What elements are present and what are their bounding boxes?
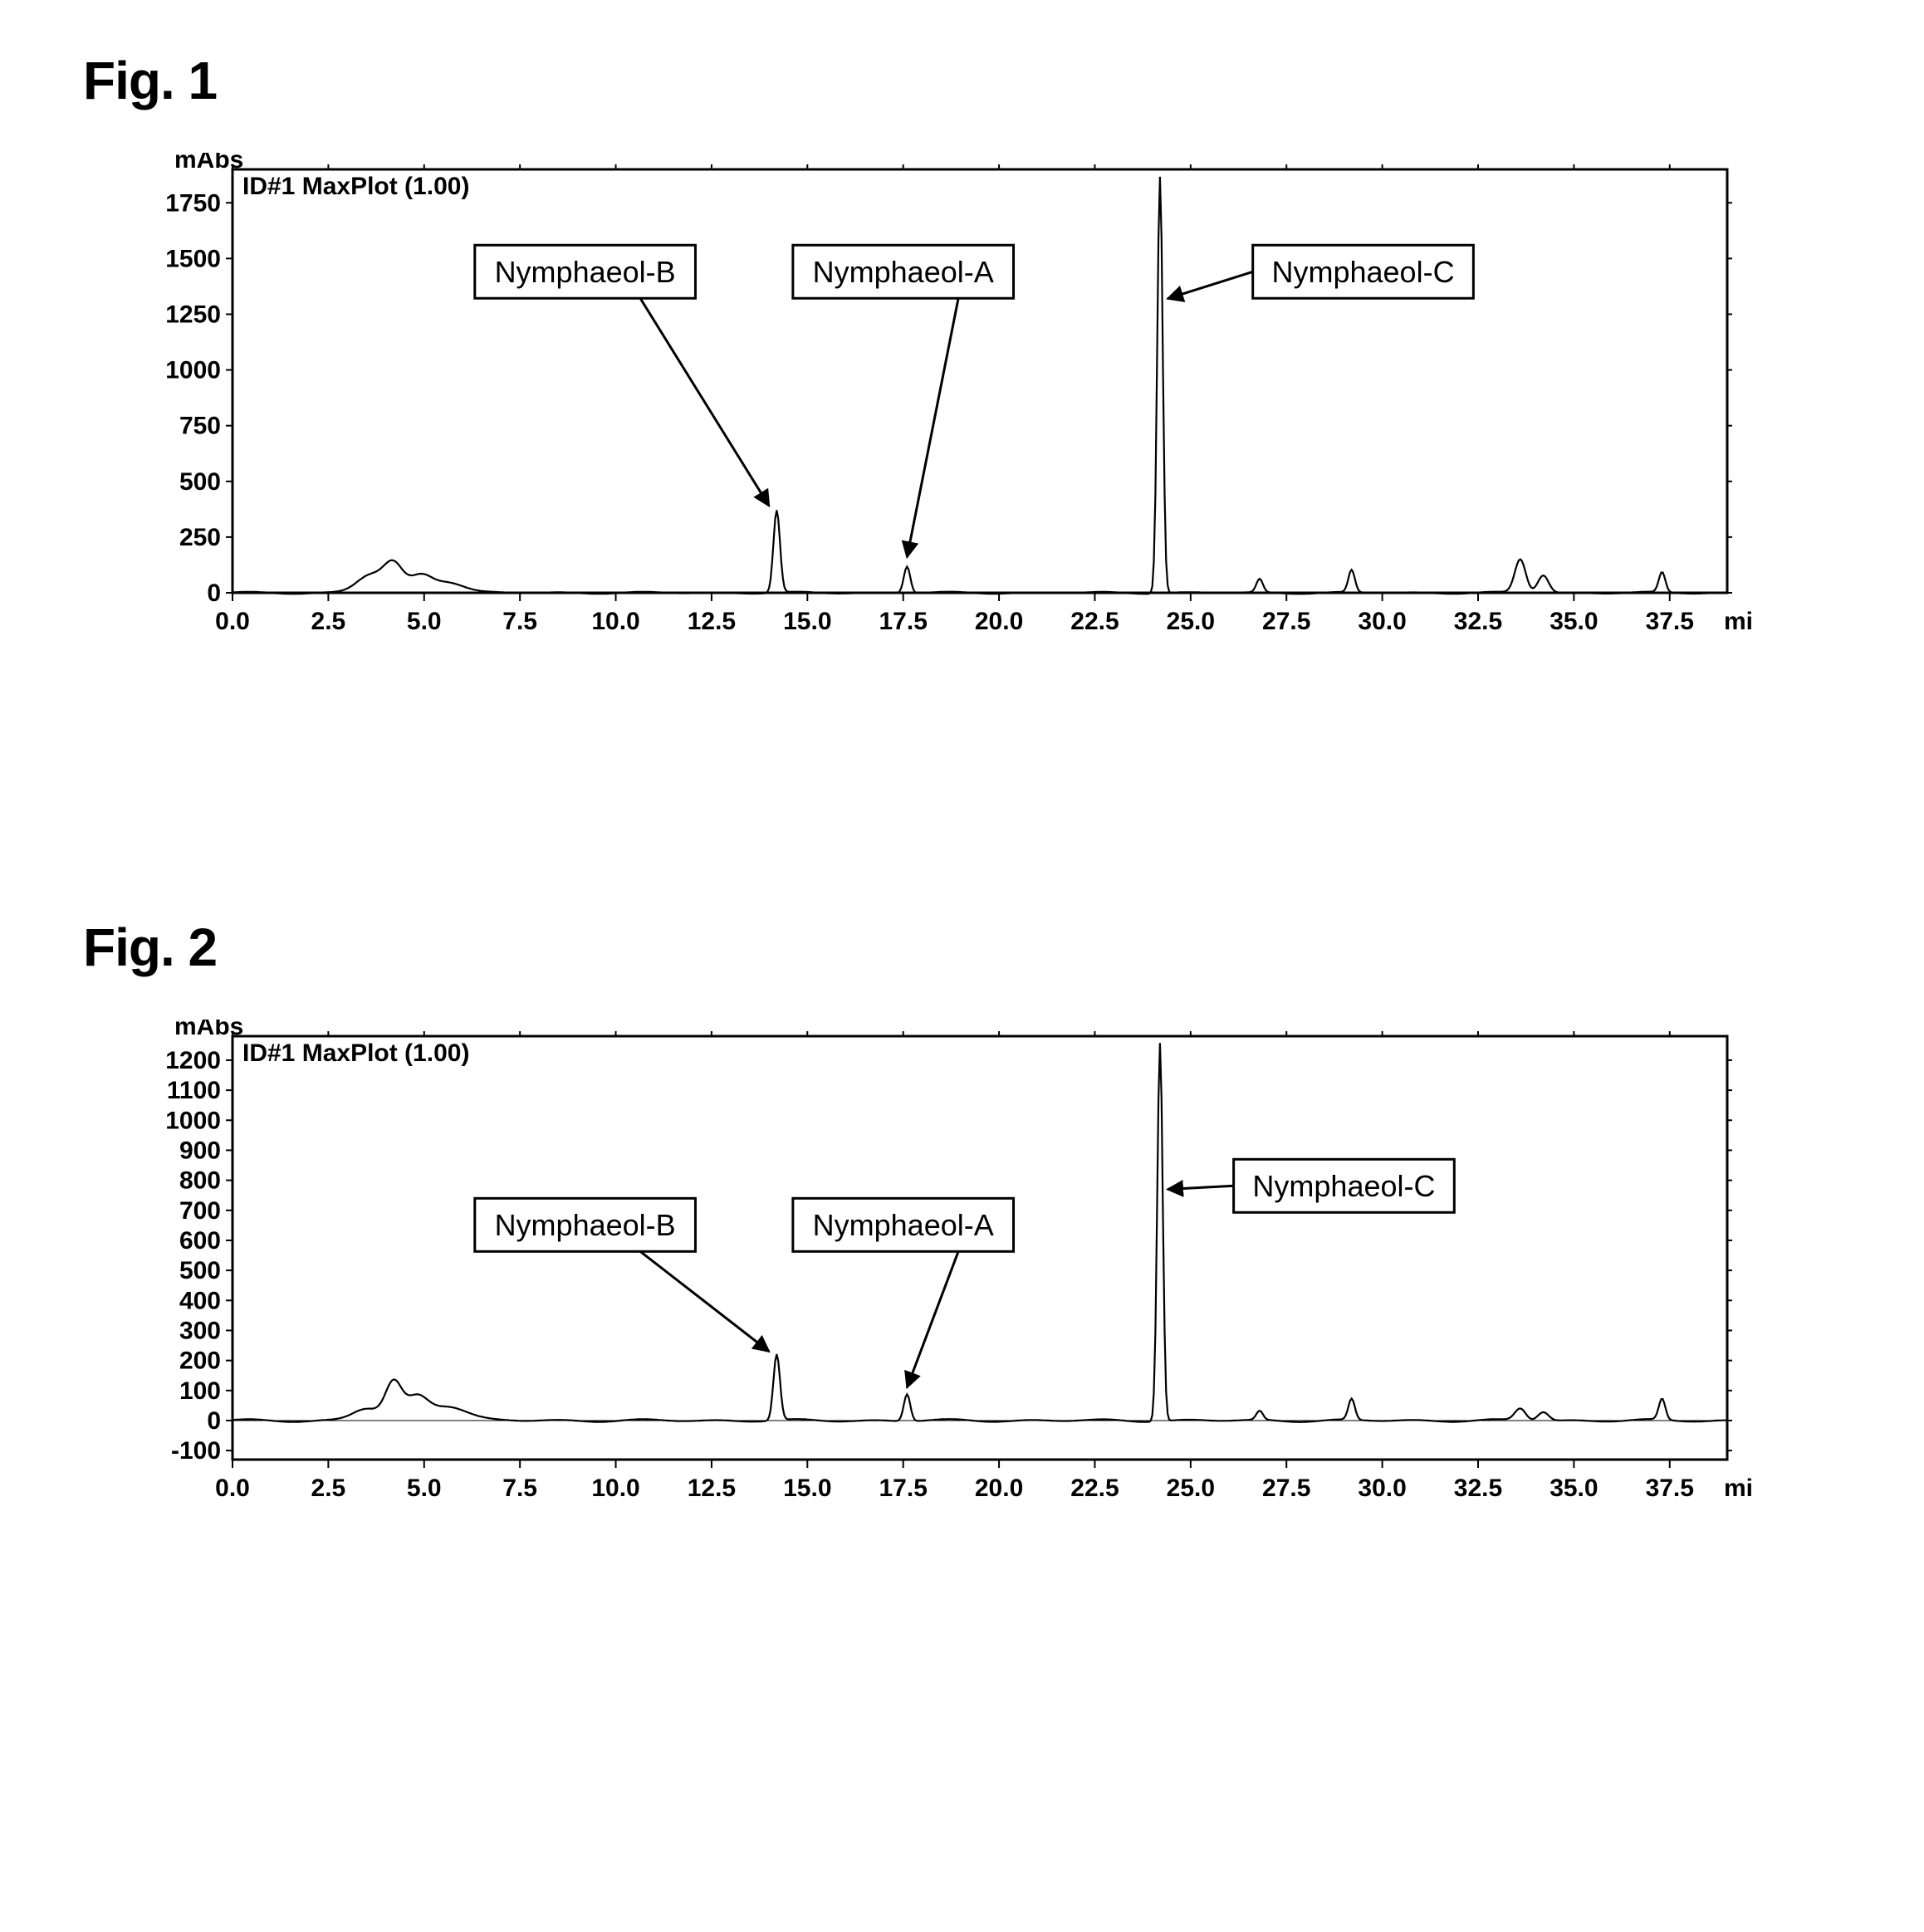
svg-text:500: 500	[179, 1257, 221, 1284]
svg-text:Nymphaeol-C: Nymphaeol-C	[1271, 255, 1454, 289]
svg-text:15.0: 15.0	[783, 1475, 831, 1502]
svg-text:Nymphaeol-C: Nymphaeol-C	[1252, 1169, 1435, 1203]
svg-text:32.5: 32.5	[1454, 608, 1502, 635]
svg-text:30.0: 30.0	[1358, 1475, 1406, 1502]
svg-text:250: 250	[179, 524, 221, 551]
svg-text:32.5: 32.5	[1454, 1475, 1502, 1502]
svg-text:7.5: 7.5	[502, 608, 537, 635]
svg-text:10.0: 10.0	[591, 608, 639, 635]
svg-text:37.5: 37.5	[1646, 1475, 1694, 1502]
svg-text:200: 200	[179, 1348, 221, 1375]
svg-text:30.0: 30.0	[1358, 608, 1406, 635]
svg-text:1250: 1250	[165, 301, 221, 328]
spacer	[83, 684, 1841, 917]
svg-text:12.5: 12.5	[688, 1475, 736, 1502]
svg-text:27.5: 27.5	[1262, 1475, 1310, 1502]
svg-text:20.0: 20.0	[975, 608, 1023, 635]
svg-text:1750: 1750	[165, 189, 221, 217]
svg-text:0: 0	[207, 580, 221, 607]
svg-text:2.5: 2.5	[311, 608, 346, 635]
svg-text:Nymphaeol-B: Nymphaeol-B	[495, 255, 676, 289]
figure-1-title: Fig. 1	[83, 50, 1841, 111]
figure-1-svg: ID#1 MaxPlot (1.00) 0 250 500 750 1000 1250 150…	[125, 153, 1752, 684]
svg-text:mAbs: mAbs	[174, 153, 243, 174]
svg-text:22.5: 22.5	[1070, 608, 1119, 635]
svg-text:750: 750	[179, 413, 221, 440]
figure-2-block: Fig. 2 ID#1 MaxPlot (1.00) -1000100200 300…	[83, 917, 1841, 1551]
svg-text:400: 400	[179, 1287, 221, 1314]
svg-text:17.5: 17.5	[879, 1475, 927, 1502]
svg-text:15.0: 15.0	[783, 608, 831, 635]
svg-text:700: 700	[179, 1197, 221, 1225]
svg-text:12.5: 12.5	[688, 608, 736, 635]
svg-text:10.0: 10.0	[591, 1475, 639, 1502]
svg-text:Nymphaeol-B: Nymphaeol-B	[495, 1208, 676, 1242]
svg-text:17.5: 17.5	[879, 608, 927, 635]
svg-text:500: 500	[179, 468, 221, 496]
svg-text:100: 100	[179, 1377, 221, 1405]
figure-1-chart: ID#1 MaxPlot (1.00) 0 250 500 750 1000 1250 150…	[125, 153, 1752, 684]
svg-text:25.0: 25.0	[1167, 1475, 1215, 1502]
svg-text:900: 900	[179, 1137, 221, 1164]
svg-text:7.5: 7.5	[502, 1475, 537, 1502]
svg-text:20.0: 20.0	[975, 1475, 1023, 1502]
svg-text:0.0: 0.0	[215, 1475, 250, 1502]
svg-text:Nymphaeol-A: Nymphaeol-A	[813, 1208, 994, 1242]
svg-text:25.0: 25.0	[1167, 608, 1215, 635]
svg-text:600: 600	[179, 1227, 221, 1255]
svg-text:1000: 1000	[165, 1107, 221, 1134]
svg-text:ID#1 MaxPlot (1.00): ID#1 MaxPlot (1.00)	[242, 173, 469, 200]
svg-text:0: 0	[207, 1407, 221, 1435]
svg-text:1200: 1200	[165, 1047, 221, 1074]
figure-2-svg: ID#1 MaxPlot (1.00) -1000100200 300 400 5006…	[125, 1020, 1752, 1551]
page-container: { "figures": [ { "title": "Fig. 1", "plo…	[0, 0, 1924, 1932]
svg-text:5.0: 5.0	[407, 1475, 442, 1502]
svg-text:-100: -100	[171, 1437, 221, 1465]
svg-text:300: 300	[179, 1317, 221, 1344]
svg-text:27.5: 27.5	[1262, 608, 1310, 635]
svg-text:22.5: 22.5	[1070, 1475, 1119, 1502]
figure-1-block: Fig. 1 ID#1 MaxPlot (1.00) 0 250 500 750 1000…	[83, 50, 1841, 684]
figure-2-title: Fig. 2	[83, 917, 1841, 978]
svg-text:2.5: 2.5	[311, 1475, 346, 1502]
svg-text:min: min	[1724, 608, 1752, 635]
svg-text:0.0: 0.0	[215, 608, 250, 635]
svg-text:1000: 1000	[165, 357, 221, 384]
svg-text:35.0: 35.0	[1549, 608, 1598, 635]
svg-text:ID#1 MaxPlot (1.00): ID#1 MaxPlot (1.00)	[242, 1039, 469, 1067]
svg-text:35.0: 35.0	[1549, 1475, 1598, 1502]
svg-text:1500: 1500	[165, 245, 221, 272]
svg-text:Nymphaeol-A: Nymphaeol-A	[813, 255, 994, 289]
figure-2-chart: ID#1 MaxPlot (1.00) -1000100200 300 400 5006…	[125, 1020, 1752, 1551]
svg-text:800: 800	[179, 1167, 221, 1195]
svg-text:37.5: 37.5	[1646, 608, 1694, 635]
svg-text:mAbs: mAbs	[174, 1020, 243, 1040]
svg-text:5.0: 5.0	[407, 608, 442, 635]
svg-text:1100: 1100	[167, 1077, 221, 1104]
svg-text:min: min	[1724, 1475, 1752, 1502]
